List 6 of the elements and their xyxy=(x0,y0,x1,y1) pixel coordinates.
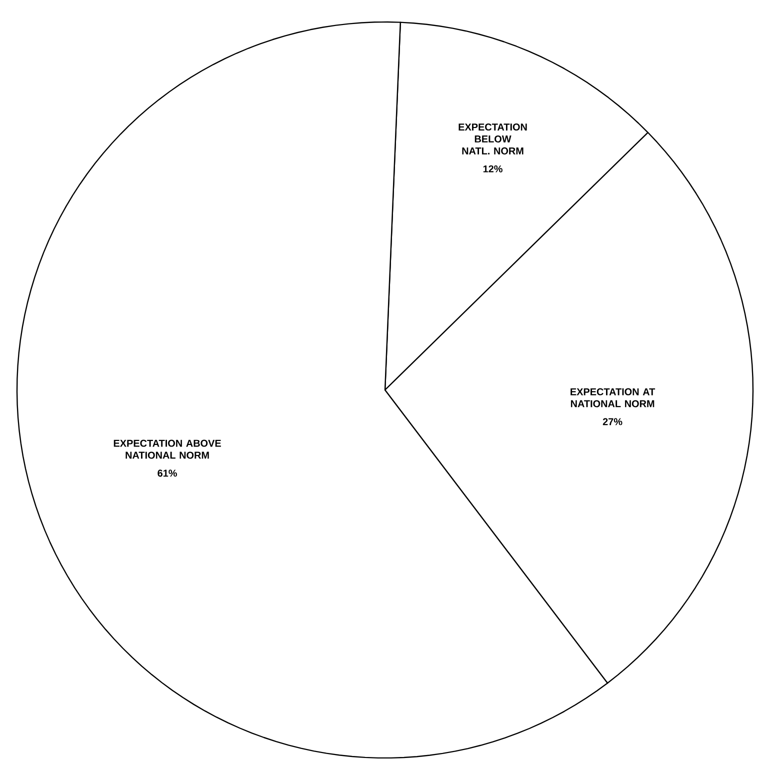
data-label: 27% xyxy=(602,418,622,426)
data-label: 61% xyxy=(158,470,177,477)
slice-label: EXPECTATION BELOW NATL. NORM xyxy=(458,124,527,154)
slice-label: EXPECTATION AT NATIONAL NORM xyxy=(570,388,656,408)
data-label: 12% xyxy=(483,165,502,172)
slice-label: EXPECTATION ABOVE NATIONAL NORM xyxy=(114,440,221,459)
